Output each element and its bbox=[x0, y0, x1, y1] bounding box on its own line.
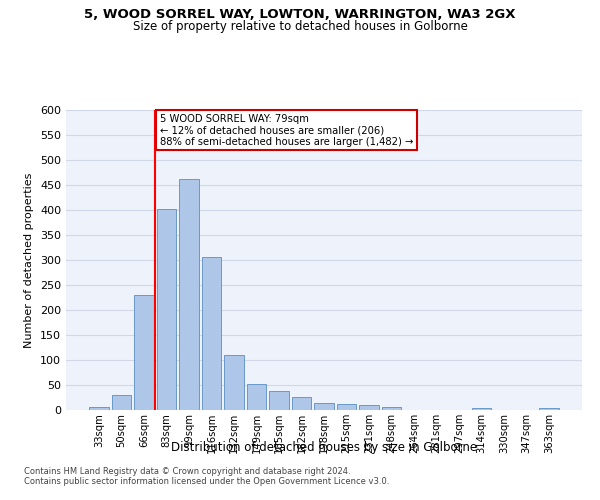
Bar bbox=[112, 395, 131, 410]
Bar bbox=[157, 209, 176, 410]
Bar bbox=[292, 396, 311, 410]
Text: Contains HM Land Registry data © Crown copyright and database right 2024.: Contains HM Land Registry data © Crown c… bbox=[24, 467, 350, 476]
Bar bbox=[382, 406, 401, 410]
Bar bbox=[337, 404, 356, 410]
Text: 5 WOOD SORREL WAY: 79sqm
← 12% of detached houses are smaller (206)
88% of semi-: 5 WOOD SORREL WAY: 79sqm ← 12% of detach… bbox=[160, 114, 413, 146]
Bar bbox=[224, 355, 244, 410]
Bar bbox=[134, 295, 154, 410]
Bar bbox=[247, 384, 266, 410]
Y-axis label: Number of detached properties: Number of detached properties bbox=[25, 172, 34, 348]
Text: Contains public sector information licensed under the Open Government Licence v3: Contains public sector information licen… bbox=[24, 477, 389, 486]
Bar bbox=[89, 406, 109, 410]
Text: Distribution of detached houses by size in Golborne: Distribution of detached houses by size … bbox=[171, 441, 477, 454]
Text: Size of property relative to detached houses in Golborne: Size of property relative to detached ho… bbox=[133, 20, 467, 33]
Bar bbox=[314, 402, 334, 410]
Bar bbox=[539, 408, 559, 410]
Bar bbox=[202, 256, 221, 410]
Text: 5, WOOD SORREL WAY, LOWTON, WARRINGTON, WA3 2GX: 5, WOOD SORREL WAY, LOWTON, WARRINGTON, … bbox=[84, 8, 516, 20]
Bar bbox=[359, 405, 379, 410]
Bar bbox=[179, 178, 199, 410]
Bar bbox=[269, 390, 289, 410]
Bar bbox=[472, 408, 491, 410]
